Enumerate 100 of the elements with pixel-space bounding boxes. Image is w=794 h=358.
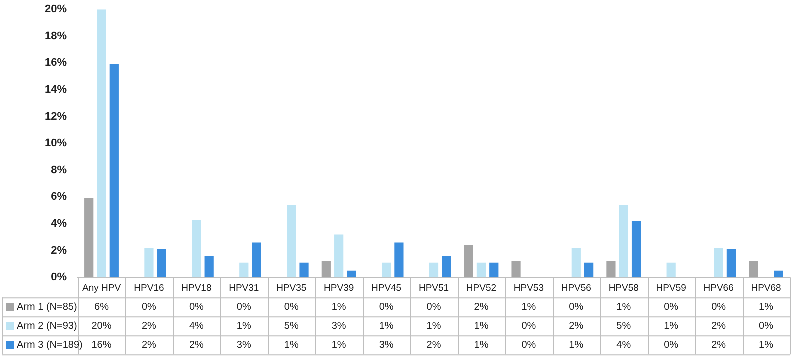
data-label: 2% xyxy=(142,320,157,332)
y-tick-label: 10% xyxy=(44,138,68,150)
data-label: 0% xyxy=(426,302,442,313)
y-tick-label: 12% xyxy=(44,110,68,123)
x-tick-label: HPV52 xyxy=(466,282,497,294)
bar xyxy=(464,245,474,278)
data-label: 5% xyxy=(284,320,299,332)
x-tick-label: HPV45 xyxy=(371,282,402,294)
bar xyxy=(322,262,331,278)
bar xyxy=(84,198,94,278)
bar xyxy=(476,262,486,278)
bar xyxy=(252,242,262,278)
data-label: 4% xyxy=(189,320,204,332)
bar xyxy=(572,248,581,278)
bar xyxy=(334,234,344,278)
data-label: 1% xyxy=(236,320,252,332)
data-label: 20% xyxy=(92,320,112,332)
x-tick-label: HPV68 xyxy=(751,282,782,294)
bar xyxy=(97,10,106,278)
x-tick-label: HPV58 xyxy=(608,282,639,294)
bar xyxy=(300,262,309,278)
data-label: 2% xyxy=(712,340,726,351)
bar xyxy=(619,205,628,278)
data-label: 1% xyxy=(426,320,442,332)
data-label: 0% xyxy=(712,302,726,313)
data-label: 1% xyxy=(474,320,489,332)
bar xyxy=(726,249,736,278)
data-label: 2% xyxy=(569,320,584,332)
y-tick-label: 4% xyxy=(51,218,68,230)
x-tick-label: HPV35 xyxy=(276,282,307,294)
data-label: 5% xyxy=(616,320,632,332)
bar xyxy=(429,262,439,278)
bar xyxy=(240,262,249,278)
bar xyxy=(442,256,452,278)
x-tick-label: HPV39 xyxy=(324,282,354,294)
bar xyxy=(347,270,356,278)
y-tick-label: 8% xyxy=(51,164,68,176)
data-label: 2% xyxy=(189,340,204,351)
bar xyxy=(382,262,392,278)
bar xyxy=(749,262,758,278)
bar xyxy=(714,248,724,278)
legend-label: Arm 2 (N=93) xyxy=(17,320,78,332)
y-tick-label: 14% xyxy=(44,84,68,96)
data-label: 1% xyxy=(474,340,489,351)
data-label: 0% xyxy=(522,340,536,351)
y-tick-label: 2% xyxy=(51,244,68,257)
x-tick-label: HPV51 xyxy=(418,282,450,294)
bar xyxy=(110,64,119,278)
data-label: 2% xyxy=(474,302,489,313)
legend-label: Arm 3 (N=189) xyxy=(17,340,83,351)
data-label: 1% xyxy=(522,302,536,313)
y-tick-label: 0% xyxy=(51,272,68,284)
data-label: 16% xyxy=(92,340,112,351)
data-label: 0% xyxy=(189,302,204,313)
bar xyxy=(204,256,214,278)
bar xyxy=(490,262,499,278)
data-label: 1% xyxy=(569,340,584,351)
data-label: 2% xyxy=(712,320,726,332)
x-tick-label: HPV18 xyxy=(182,282,212,294)
data-label: 2% xyxy=(142,340,157,351)
legend-label: Arm 1 (N=85) xyxy=(17,302,78,313)
bar xyxy=(774,270,784,278)
data-label: 0% xyxy=(236,302,252,313)
data-label: 1% xyxy=(759,340,774,351)
bar xyxy=(287,205,296,278)
data-label: 0% xyxy=(664,340,679,351)
x-tick-label: HPV59 xyxy=(656,282,686,294)
data-label: 1% xyxy=(664,320,679,332)
data-label: 1% xyxy=(759,302,774,313)
x-tick-label: HPV66 xyxy=(704,282,734,294)
x-tick-label: HPV56 xyxy=(561,282,592,294)
data-label: 1% xyxy=(332,340,346,351)
data-label: 0% xyxy=(664,302,679,313)
data-label: 1% xyxy=(616,302,632,313)
bar xyxy=(584,262,594,278)
bar xyxy=(394,242,404,278)
bar xyxy=(192,220,202,278)
bar xyxy=(512,262,521,278)
data-label: 4% xyxy=(616,340,632,351)
bar xyxy=(632,221,642,278)
data-label: 0% xyxy=(522,320,536,332)
data-label: 6% xyxy=(94,302,110,313)
data-label: 0% xyxy=(142,302,157,313)
data-label: 1% xyxy=(284,340,299,351)
y-tick-label: 6% xyxy=(51,191,68,204)
bar xyxy=(144,248,154,278)
bar xyxy=(606,262,616,278)
y-tick-label: 20% xyxy=(44,4,68,16)
bar xyxy=(157,249,166,278)
data-label: 0% xyxy=(759,320,774,332)
y-tick-label: 18% xyxy=(44,30,68,42)
x-tick-label: Any HPV xyxy=(82,282,122,294)
y-tick-label: 16% xyxy=(44,57,68,70)
data-label: 1% xyxy=(332,302,346,313)
data-label: 3% xyxy=(332,320,346,332)
x-tick-label: HPV53 xyxy=(514,282,544,294)
data-label: 3% xyxy=(236,340,252,351)
data-label: 2% xyxy=(426,340,442,351)
data-label: 0% xyxy=(379,302,394,313)
data-label: 3% xyxy=(379,340,394,351)
